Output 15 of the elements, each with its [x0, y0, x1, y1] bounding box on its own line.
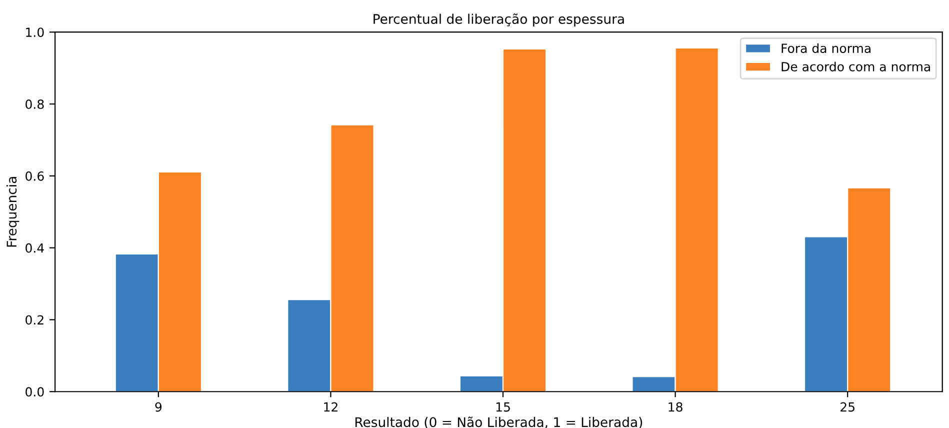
y-tick-label: 0.4 [26, 243, 44, 253]
x-tick-label: 12 [324, 402, 338, 412]
y-tick-label: 0.2 [26, 315, 44, 325]
x-tick-label: 18 [668, 402, 682, 412]
y-axis-title: Frequencia [6, 177, 20, 247]
y-tick-label: 0.6 [26, 171, 44, 181]
y-tick-label: 0.8 [26, 99, 44, 109]
x-tick-label: 25 [840, 402, 854, 412]
legend-label: De acordo com a norma [782, 62, 930, 72]
y-tick-label: 1.0 [26, 28, 44, 38]
chart-title: Percentual de liberação por espessura [374, 14, 624, 27]
legend-label: Fora da norma [782, 43, 870, 54]
x-tick-label: 9 [155, 402, 162, 412]
x-tick-label: 15 [496, 402, 510, 412]
y-tick-label: 0.0 [26, 387, 44, 397]
